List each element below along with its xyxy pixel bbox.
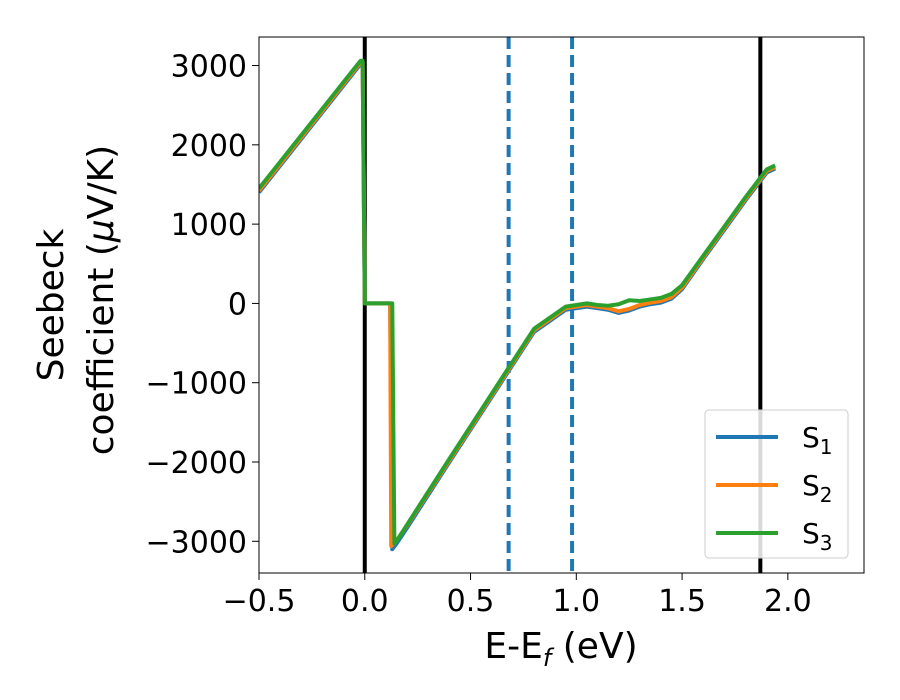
x-axis: −0.5 0.0 0.5 1.0 1.5 2.0: [223, 573, 812, 619]
series-line-s3: [259, 58, 776, 546]
plot-frame: [258, 36, 865, 574]
y-tick-label: 0: [228, 287, 247, 322]
y-tick-label: 2000: [171, 129, 247, 164]
x-tick-label: 1.5: [658, 584, 706, 619]
legend-label: S3: [802, 517, 833, 555]
y-tick-label: −2000: [146, 446, 247, 481]
x-tick-label: 0.5: [447, 584, 495, 619]
x-tick-label: −0.5: [223, 584, 296, 619]
legend: S1 S2 S3: [704, 409, 849, 559]
y-axis-label-line2: coefficient (μV/K): [81, 145, 122, 455]
y-tick-label: −3000: [146, 525, 247, 560]
series-layer: [259, 58, 776, 552]
y-axis-label-line1: Seebeck: [31, 228, 72, 381]
x-axis-label: E-Ef (eV): [484, 626, 637, 672]
legend-label: S2: [802, 469, 833, 507]
y-tick-label: 3000: [171, 50, 247, 85]
legend-label: S1: [802, 421, 833, 459]
y-axis: −3000 −2000 −1000 0 1000 2000 3000: [146, 50, 259, 560]
x-tick-label: 0.0: [341, 584, 389, 619]
x-tick-label: 2.0: [764, 584, 812, 619]
y-tick-label: −1000: [146, 367, 247, 402]
x-tick-label: 1.0: [552, 584, 600, 619]
y-tick-label: 1000: [171, 208, 247, 243]
